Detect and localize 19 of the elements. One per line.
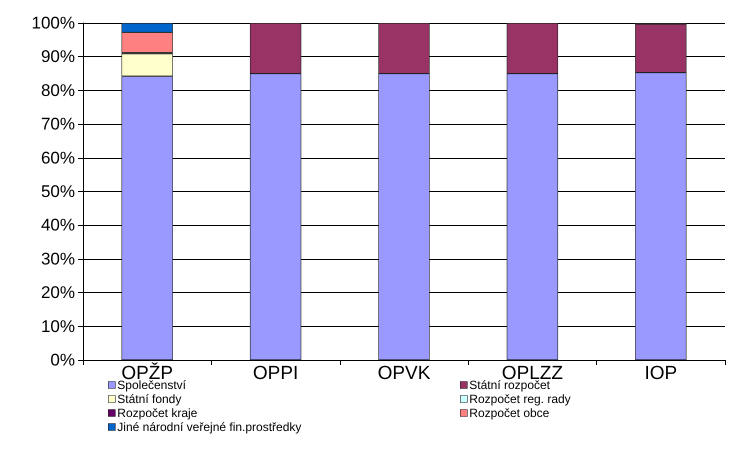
y-tick-label: 70% — [40, 114, 75, 134]
x-tick-label: OPVK — [378, 363, 431, 384]
legend-label: Státní fondy — [117, 392, 182, 406]
y-tick-label: 10% — [40, 316, 75, 336]
y-tick-label: 50% — [40, 182, 75, 201]
y-tick-label: 40% — [40, 216, 75, 235]
legend-label: Jiné národní veřejné fin.prostředky — [117, 420, 302, 434]
legend-label: Rozpočet kraje — [117, 406, 198, 420]
y-tick-label: 20% — [40, 283, 75, 302]
y-tick-label: 60% — [40, 148, 75, 168]
y-tick-label: 0% — [50, 350, 75, 370]
y-tick-label: 80% — [40, 80, 75, 100]
legend-label: Rozpočet obce — [469, 406, 550, 420]
legend-label: Rozpočet reg. rady — [469, 392, 571, 406]
y-tick-label: 90% — [40, 47, 75, 66]
x-tick-label: IOP — [644, 363, 678, 384]
x-tick-label: OPPI — [252, 363, 298, 384]
y-tick-label: 30% — [40, 249, 75, 268]
y-tick-label: 100% — [32, 14, 75, 32]
